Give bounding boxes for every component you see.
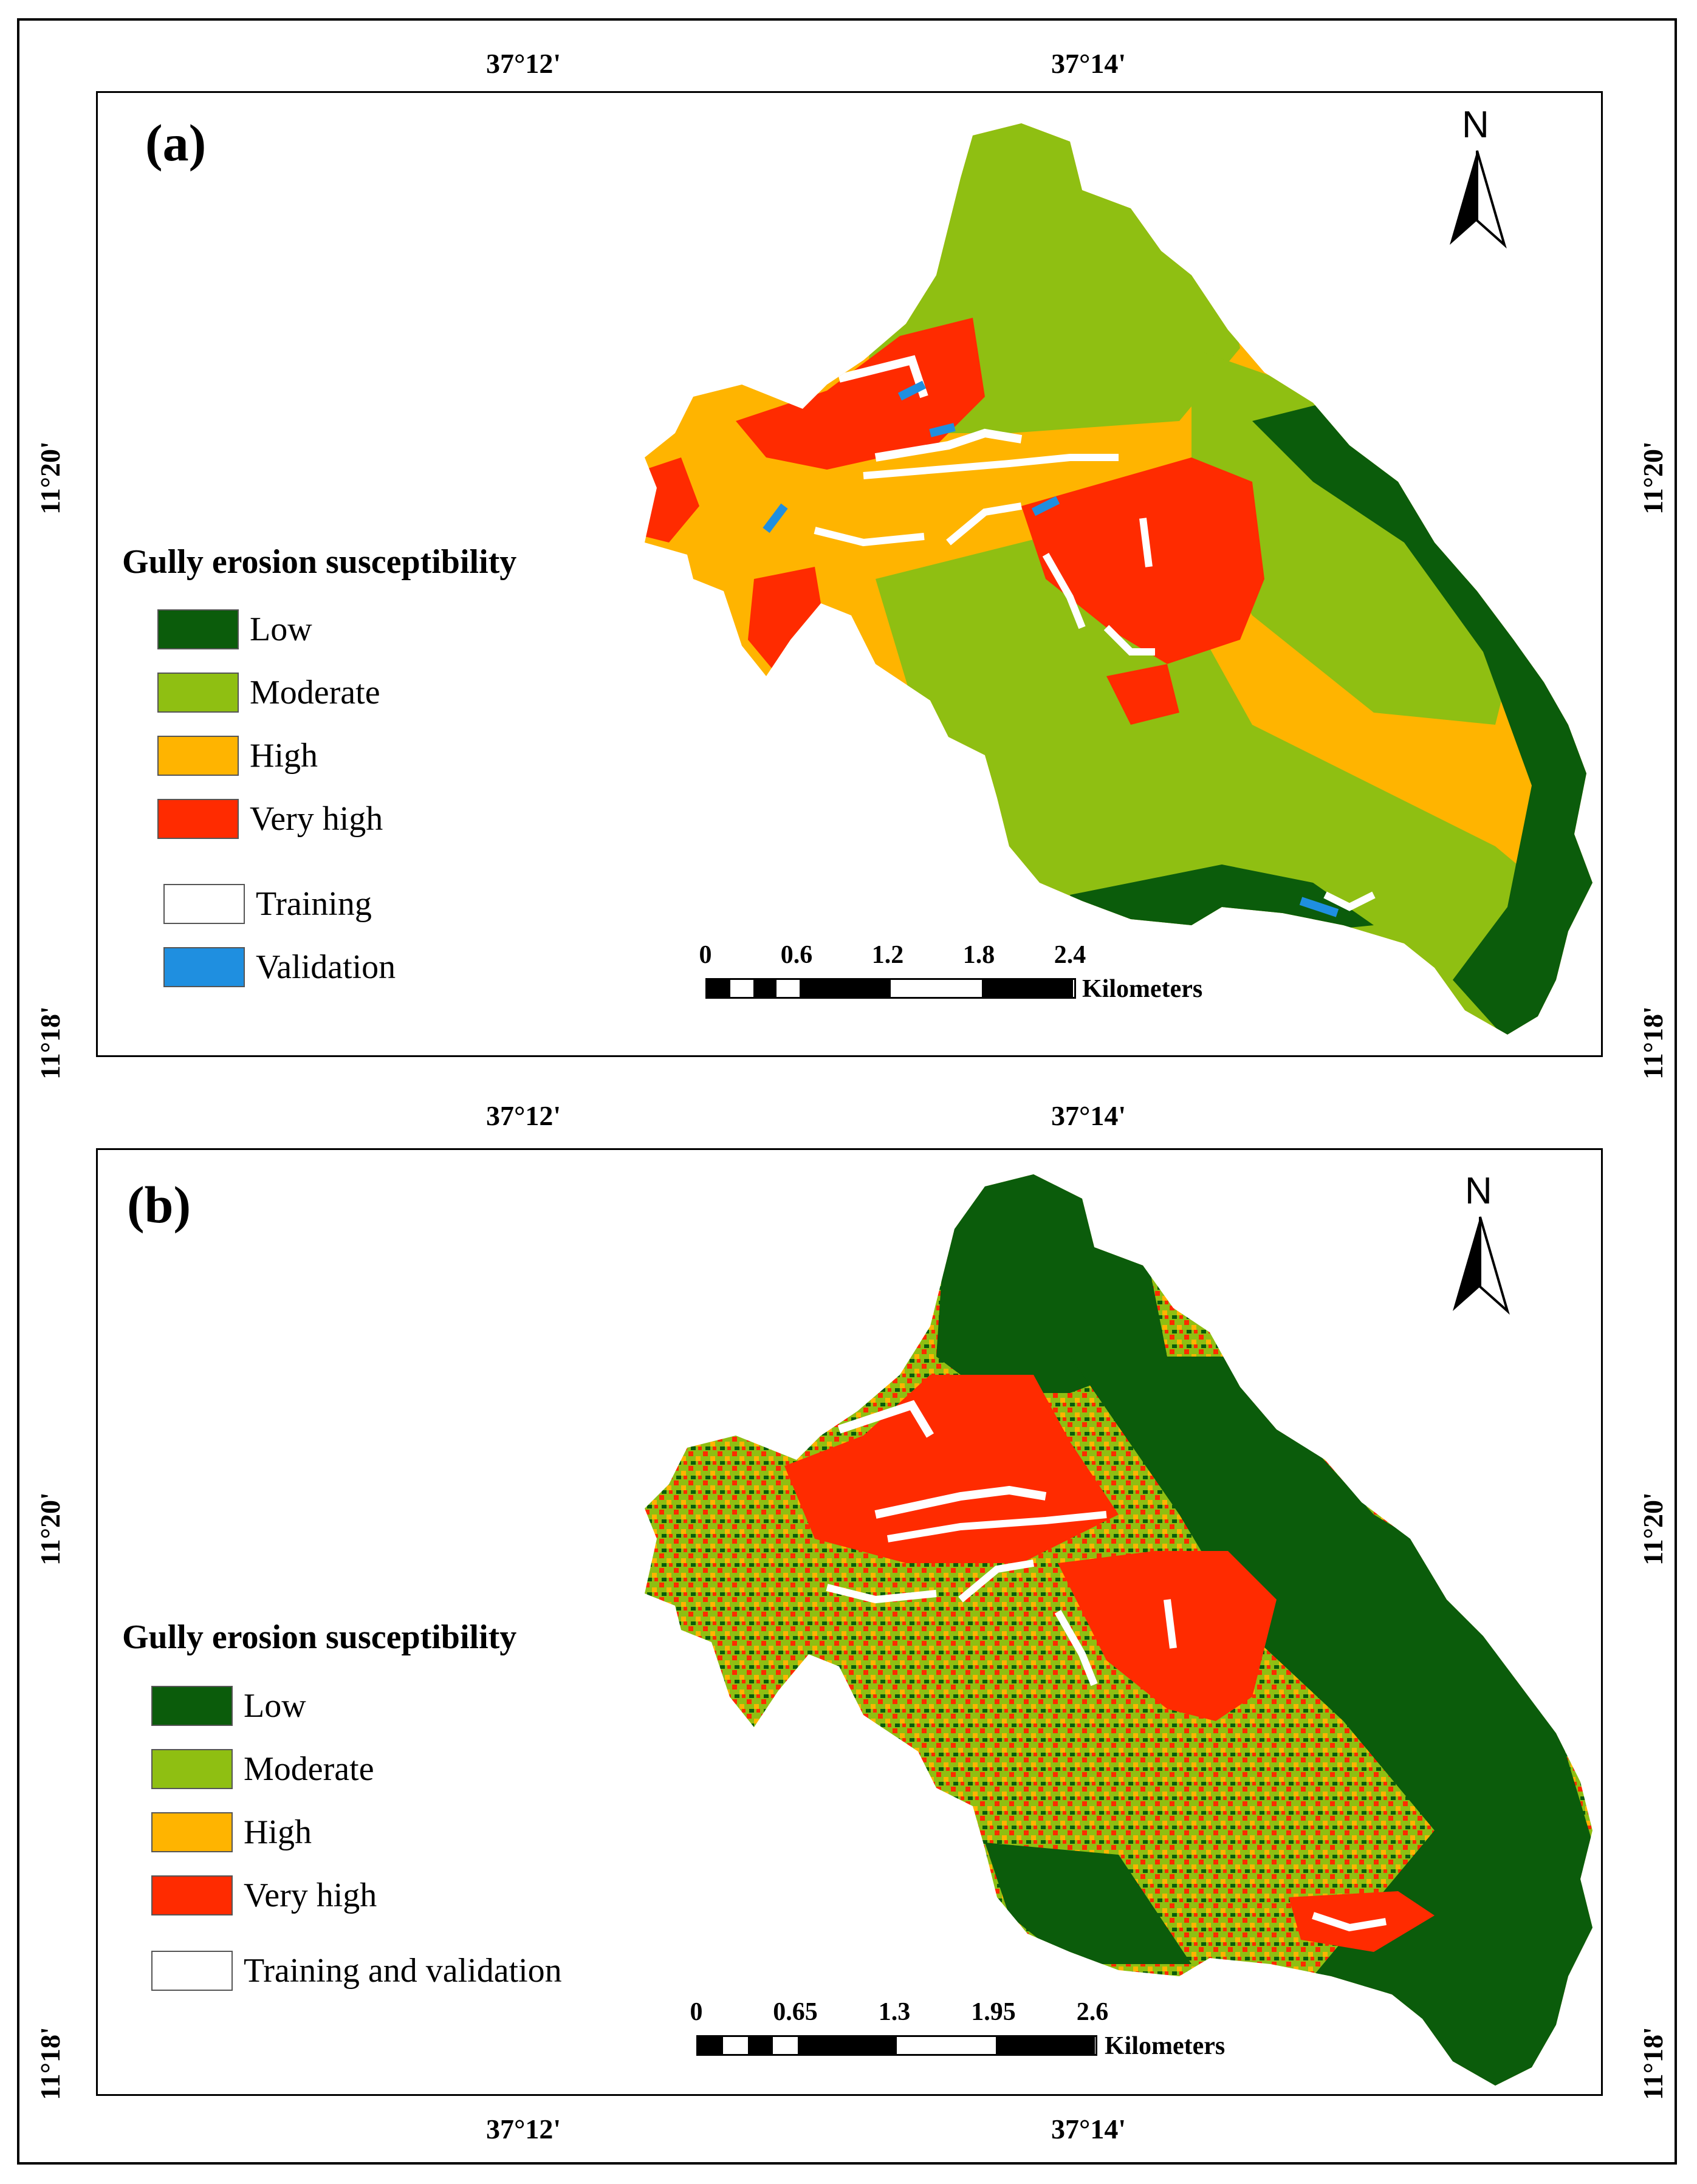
legend-label: Low <box>250 611 312 648</box>
panel-b-north-arrow: N <box>1441 1170 1520 1320</box>
panel-a-letter: (a) <box>145 114 207 172</box>
legend-item-moderate: Moderate <box>151 1748 374 1790</box>
lat-label-left-a-top: 11°20' <box>34 441 66 515</box>
legend-item-high: High <box>151 1811 312 1854</box>
legend-swatch-high <box>151 1812 233 1852</box>
panel-b-map <box>645 1174 1592 2086</box>
legend-item-validation: Validation <box>163 946 396 988</box>
legend-item-moderate: Moderate <box>157 671 380 714</box>
legend-swatch-low <box>151 1686 233 1726</box>
panel-a-legend-title: Gully erosion susceptibility <box>122 543 517 581</box>
legend-swatch-moderate <box>157 673 239 713</box>
scale-tick: 0 <box>690 1998 703 2026</box>
scale-unit-label: Kilometers <box>1105 2032 1226 2060</box>
lon-label-left-mid: 37°12' <box>486 1100 561 1131</box>
legend-swatch-very-high <box>157 799 239 839</box>
legend-item-very-high: Very high <box>151 1874 377 1917</box>
panel-a: (a) <box>96 91 1603 1057</box>
legend-swatch-moderate <box>151 1749 233 1789</box>
legend-label: Very high <box>244 1877 377 1914</box>
scale-tick: 1.2 <box>871 941 904 969</box>
scale-tick: 1.8 <box>962 941 995 969</box>
legend-swatch-validation <box>163 947 245 987</box>
scale-tick: 2.4 <box>1054 941 1086 969</box>
scale-tick: 0.65 <box>773 1998 818 2026</box>
legend-item-training: Training <box>163 883 372 925</box>
scale-tick: 0 <box>699 941 712 969</box>
north-label: N <box>1465 1170 1492 1212</box>
panel-b-legend-title: Gully erosion susceptibility <box>122 1618 517 1656</box>
scale-bar-graphic <box>705 978 1076 999</box>
lon-label-left-top: 37°12' <box>486 48 561 79</box>
legend-item-low: Low <box>151 1685 306 1727</box>
legend-label: Training and validation <box>244 1952 562 1990</box>
panel-b-letter: (b) <box>127 1176 191 1234</box>
lat-label-left-b-top: 11°20' <box>34 1492 66 1566</box>
scale-tick: 1.3 <box>878 1998 911 2026</box>
lon-label-right-top: 37°14' <box>1051 48 1126 79</box>
legend-swatch-low <box>157 609 239 649</box>
scale-bar-graphic <box>696 2035 1097 2056</box>
scale-unit-label: Kilometers <box>1082 975 1203 1003</box>
legend-swatch-training-validation <box>151 1951 233 1991</box>
lon-label-right-mid: 37°14' <box>1051 1100 1126 1131</box>
north-arrow-icon <box>1450 150 1507 249</box>
panel-b: (b) <box>96 1148 1603 2096</box>
lon-label-left-bottom: 37°12' <box>486 2114 561 2145</box>
legend-label: Low <box>244 1687 306 1725</box>
lon-label-right-bottom: 37°14' <box>1051 2114 1126 2145</box>
figure-frame <box>17 18 1677 2165</box>
north-label: N <box>1462 104 1489 146</box>
scale-tick: 0.6 <box>780 941 813 969</box>
legend-label: Training <box>256 885 372 923</box>
legend-label: Validation <box>256 948 396 986</box>
legend-swatch-very-high <box>151 1875 233 1915</box>
scale-tick: 1.95 <box>971 1998 1016 2026</box>
legend-item-high: High <box>157 734 318 777</box>
north-arrow-icon <box>1453 1216 1510 1315</box>
legend-label: Moderate <box>250 674 380 711</box>
scale-tick: 2.6 <box>1076 1998 1109 2026</box>
panel-a-map <box>645 123 1592 1035</box>
legend-item-very-high: Very high <box>157 798 383 840</box>
lat-label-left-a-bottom: 11°18' <box>34 1006 66 1080</box>
legend-item-low: Low <box>157 608 312 651</box>
lat-label-right-a-top: 11°20' <box>1637 441 1668 515</box>
panel-a-scale-bar: 0 0.6 1.2 1.8 2.4 Kilometers <box>699 940 1283 1007</box>
lat-label-right-b-top: 11°20' <box>1637 1492 1668 1566</box>
legend-swatch-high <box>157 736 239 776</box>
panel-a-north-arrow: N <box>1438 104 1517 254</box>
legend-label: Very high <box>250 800 383 838</box>
lat-label-left-b-bottom: 11°18' <box>34 2027 66 2100</box>
legend-swatch-training <box>163 884 245 924</box>
legend-label: High <box>244 1813 312 1851</box>
lat-label-right-b-bottom: 11°18' <box>1637 2027 1668 2100</box>
legend-label: High <box>250 737 318 775</box>
legend-item-training-validation: Training and validation <box>151 1950 562 1992</box>
legend-label: Moderate <box>244 1750 374 1788</box>
lat-label-right-a-bottom: 11°18' <box>1637 1006 1668 1080</box>
panel-b-scale-bar: 0 0.65 1.3 1.95 2.6 Kilometers <box>690 1997 1274 2064</box>
